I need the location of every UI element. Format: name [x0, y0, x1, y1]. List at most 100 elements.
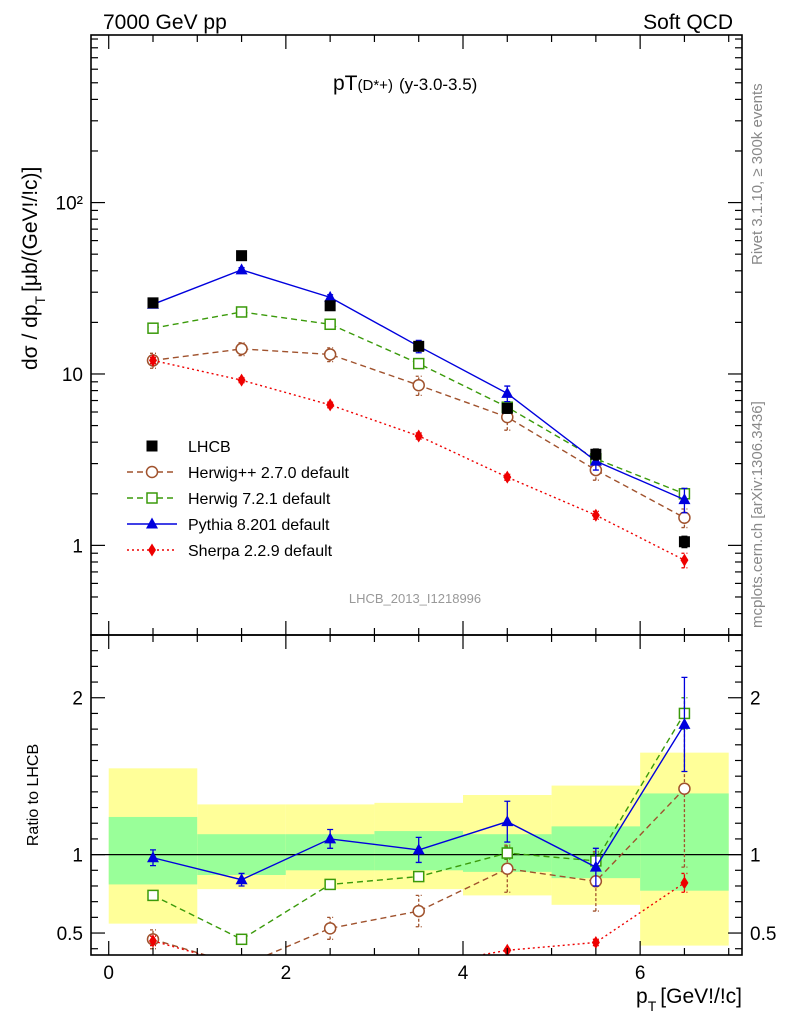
- mcplots-reference-label: mcplots.cern.ch [arXiv:1306.3436]: [749, 401, 766, 628]
- ratio-errorbar-herwig-2-7-0-default: [239, 961, 245, 970]
- ratio-errorbar-sherpa-2-2-9-default: [416, 964, 422, 967]
- ratio-point-pythia-8-201-default: [412, 843, 425, 855]
- main-point-lhcb: [678, 536, 690, 548]
- main-point-lhcb: [590, 448, 602, 460]
- legend-marker-sherpa-2-2-9-default: [148, 543, 156, 557]
- main-point-herwig-7-2-1-default: [324, 318, 336, 331]
- analysis-watermark: LHCB_2013_I1218996: [349, 591, 481, 606]
- legend-marker-lhcb: [146, 440, 158, 452]
- main-point-sherpa-2-2-9-default: [414, 429, 423, 443]
- main-point-sherpa-2-2-9-default: [149, 353, 157, 367]
- legend-label-pythia-8-201-default: Pythia 8.201 default: [188, 517, 330, 534]
- main-point-herwig-7-2-1-default: [147, 322, 159, 334]
- ratio-axis-ticks: 0.5 0.5 1 1 2 2 0 2 4 6: [57, 635, 776, 984]
- x-tick-label: 2: [281, 963, 292, 984]
- legend-label-herwig-7-2-1-default: Herwig 7.2.1 default: [188, 491, 331, 508]
- main-point-herwig-7-2-1-default: [235, 306, 248, 318]
- ratio-y-axis-title: Ratio to LHCB: [25, 744, 42, 846]
- ratio-y-tick-label-left: 1: [72, 846, 83, 867]
- main-point-herwig-7-2-1-default: [412, 357, 425, 370]
- plot-title-main: pT: [333, 72, 358, 95]
- main-point-sherpa-2-2-9-default: [591, 508, 600, 522]
- plot-title: pT(D*+) (y-3.0-3.5): [333, 72, 477, 95]
- ratio-y-tick-label-right: 2: [750, 689, 761, 710]
- legend-marker-herwig-2-7-0-default: [145, 465, 159, 479]
- rivet-version-label: Rivet 3.1.10, ≥ 300k events: [749, 83, 766, 265]
- ratio-point-sherpa-2-2-9-default: [238, 959, 246, 972]
- ratio-point-pythia-8-201-default: [589, 860, 602, 872]
- ratio-point-herwig-7-2-1-default: [147, 889, 159, 902]
- ratio-series-pythia-8-201-default: [147, 676, 691, 887]
- ratio-panel: 0.5 0.5 1 1 2 2 0 2 4 6: [57, 634, 776, 984]
- ratio-point-pythia-8-201-default: [147, 851, 159, 863]
- x-tick-label: 4: [458, 963, 469, 984]
- ratio-point-herwig-7-2-1-default: [235, 933, 248, 946]
- main-point-lhcb: [413, 340, 425, 352]
- main-point-pythia-8-201-default: [678, 493, 691, 505]
- ratio-y-tick-label-right: 0.5: [750, 924, 776, 945]
- main-series-sherpa-2-2-9-default: [149, 353, 689, 569]
- main-axis-ticks: 1 10 10²: [56, 35, 742, 636]
- ratio-plot-frame: [90, 634, 743, 956]
- main-point-lhcb: [147, 297, 159, 309]
- x-tick-label: 0: [103, 963, 114, 984]
- plot-title-particle: (D*+): [358, 77, 393, 94]
- ratio-point-sherpa-2-2-9-default: [149, 934, 157, 948]
- x-tick-label: 6: [635, 963, 646, 984]
- ratio-point-pythia-8-201-default: [501, 815, 514, 827]
- main-point-sherpa-2-2-9-default: [503, 470, 512, 484]
- main-series-layer: [146, 250, 691, 569]
- main-panel: 1 10 10² LHCB Herwig++ 2.7.0 default Herwig …: [56, 34, 743, 636]
- main-point-lhcb: [501, 402, 513, 414]
- ratio-errorbar-sherpa-2-2-9-default: [239, 964, 245, 967]
- header-energy: 7000 GeV pp: [103, 11, 227, 34]
- ratio-point-sherpa-2-2-9-default: [591, 935, 600, 949]
- ratio-point-herwig-7-2-1-default: [501, 847, 514, 859]
- ratio-series-layer: [146, 676, 691, 977]
- main-y-tick-label: 10²: [56, 194, 83, 215]
- ratio-point-herwig-7-2-1-default: [324, 878, 336, 891]
- main-point-herwig-2-7-0-default: [235, 342, 248, 356]
- ratio-errorbar-sherpa-2-2-9-default: [327, 969, 333, 972]
- ratio-point-herwig-2-7-0-default: [412, 904, 425, 918]
- main-point-lhcb: [236, 250, 248, 262]
- main-point-herwig-2-7-0-default: [412, 378, 425, 392]
- main-y-tick-label: 10: [62, 365, 83, 386]
- legend-label-lhcb: LHCB: [188, 439, 231, 456]
- ratio-point-pythia-8-201-default: [678, 717, 691, 729]
- legend-marker-pythia-8-201-default: [146, 517, 158, 529]
- main-point-herwig-2-7-0-default: [323, 348, 337, 361]
- main-point-pythia-8-201-default: [235, 263, 248, 275]
- legend-label-sherpa-2-2-9-default: Sherpa 2.2.9 default: [188, 543, 333, 560]
- main-point-sherpa-2-2-9-default: [237, 373, 246, 387]
- main-point-sherpa-2-2-9-default: [326, 398, 335, 412]
- x-axis-title: pT [GeV!/!c]: [636, 985, 742, 1014]
- ratio-errorbar-herwig-2-7-0-default: [504, 844, 511, 893]
- main-y-axis-title: dσ / dpT[μb/(GeV!/!c)]: [19, 167, 48, 370]
- ratio-y-tick-label-left: 0.5: [57, 924, 83, 945]
- main-series-lhcb: [147, 250, 690, 549]
- legend-marker-herwig-7-2-1-default: [146, 492, 158, 504]
- ratio-point-sherpa-2-2-9-default: [415, 959, 423, 972]
- ratio-point-sherpa-2-2-9-default: [680, 876, 689, 890]
- main-y-tick-label: 1: [72, 536, 83, 557]
- ratio-point-herwig-2-7-0-default: [501, 862, 514, 875]
- ratio-point-herwig-2-7-0-default: [678, 782, 691, 795]
- ratio-point-pythia-8-201-default: [324, 832, 337, 844]
- ratio-y-tick-label-left: 2: [72, 689, 83, 710]
- ratio-point-sherpa-2-2-9-default: [326, 964, 334, 977]
- header-category: Soft QCD: [643, 11, 733, 34]
- main-point-lhcb: [324, 300, 336, 312]
- ratio-point-herwig-7-2-1-default: [412, 870, 425, 883]
- main-point-pythia-8-201-default: [324, 290, 337, 302]
- ratio-y-tick-label-right: 1: [750, 846, 761, 867]
- ratio-point-pythia-8-201-default: [235, 873, 248, 885]
- plot-title-range: (y-3.0-3.5): [399, 75, 477, 94]
- legend: LHCB Herwig++ 2.7.0 default Herwig 7.2.1 d…: [127, 439, 350, 560]
- main-point-sherpa-2-2-9-default: [680, 553, 689, 567]
- main-point-pythia-8-201-default: [501, 386, 514, 398]
- ratio-point-herwig-2-7-0-default: [323, 922, 337, 935]
- legend-label-herwig-2-7-0-default: Herwig++ 2.7.0 default: [188, 465, 350, 482]
- main-point-herwig-2-7-0-default: [678, 511, 691, 524]
